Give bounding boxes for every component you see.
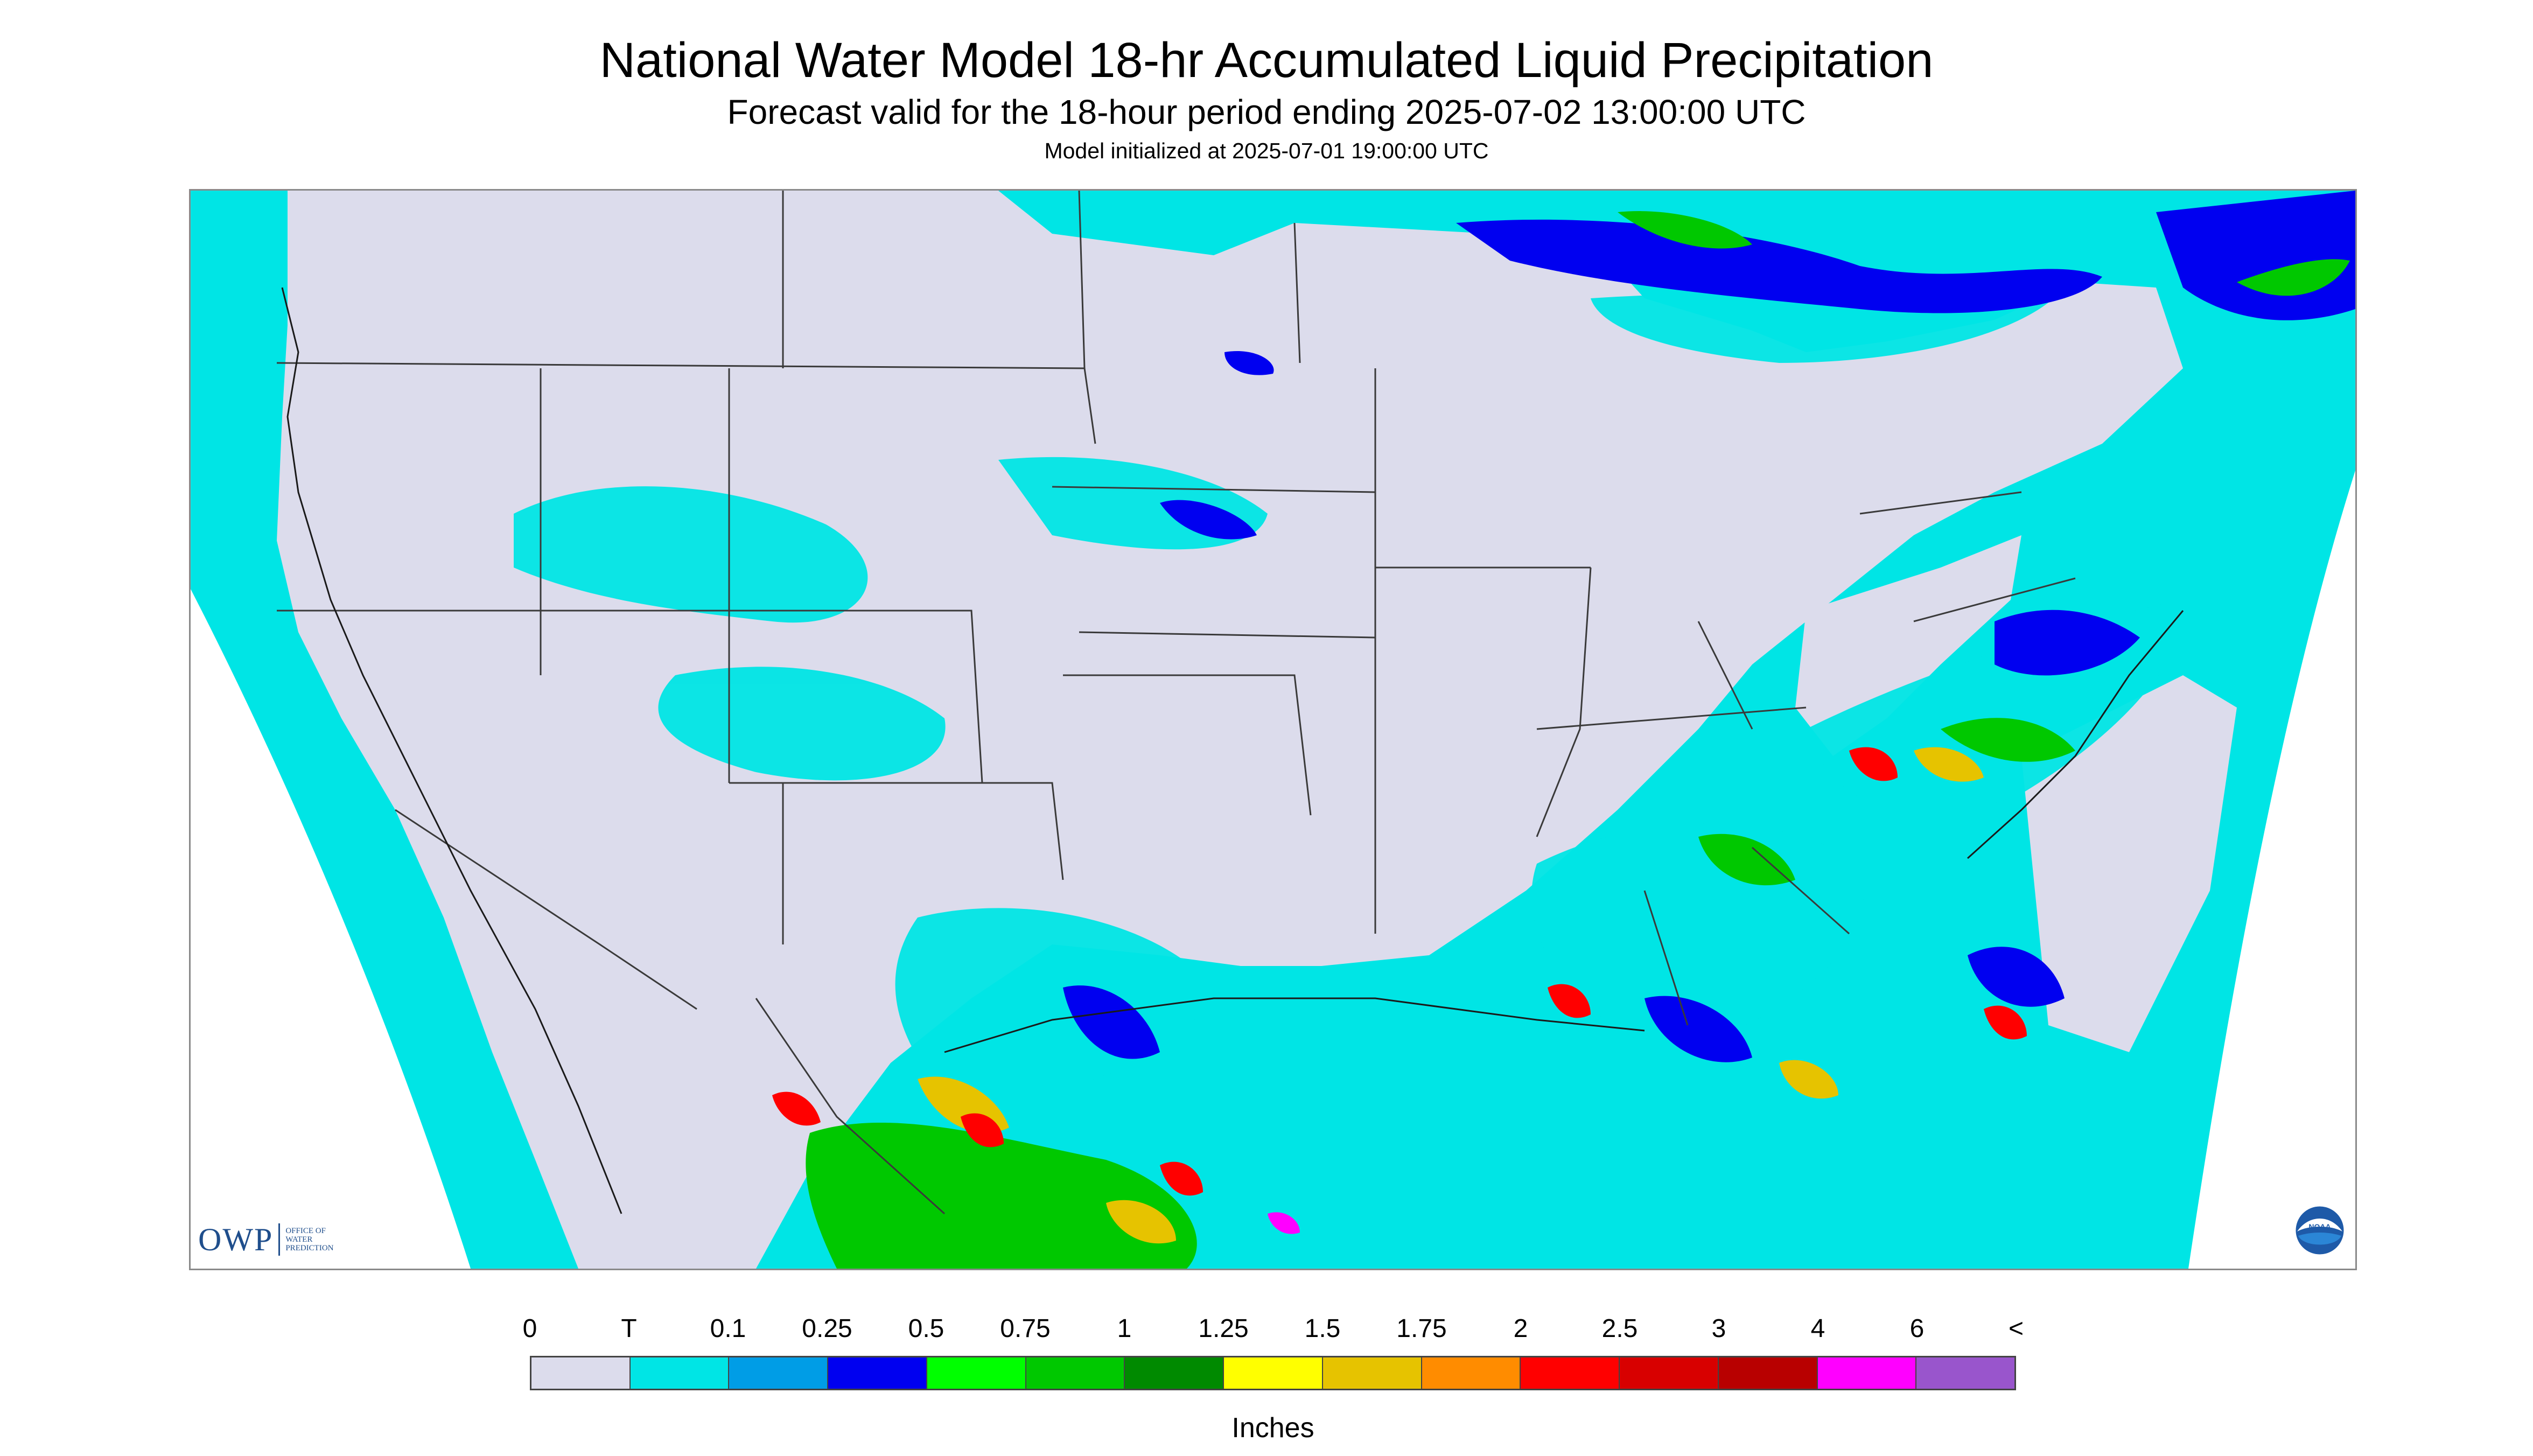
legend-swatch	[1817, 1357, 1917, 1389]
legend-swatch	[531, 1357, 631, 1389]
legend-swatch	[1125, 1357, 1224, 1389]
map-subtitle: Forecast valid for the 18-hour period en…	[727, 93, 1806, 131]
legend-swatch	[1422, 1357, 1521, 1389]
legend-tick-label: 3	[1711, 1314, 1726, 1343]
legend-tick-label: 1.75	[1396, 1314, 1447, 1343]
legend-color-bar	[530, 1356, 2016, 1390]
extreme-precip-magenta	[1268, 1212, 1300, 1234]
owp-logo-tagline: OFFICE OF WATER PREDICTION	[285, 1227, 334, 1252]
legend-swatch	[828, 1357, 927, 1389]
legend-tick-label: 1	[1117, 1314, 1132, 1343]
precipitation-legend: 0 T 0.1 0.25 0.5 0.75 1 1.25 1.5 1.75 2 2.5 3 4 6 < Inc…	[523, 1314, 2024, 1448]
legend-tick-label: 2	[1513, 1314, 1528, 1343]
legend-tick-label: 0.5	[908, 1314, 944, 1343]
legend-tick-label: T	[621, 1314, 637, 1343]
model-initialized-line: Model initialized at 2025-07-01 19:00:00…	[1044, 138, 1489, 163]
zero-precip-land	[277, 191, 2237, 1269]
legend-tick-label: 0.1	[710, 1314, 746, 1343]
noaa-seal-text: NOAA	[2308, 1222, 2331, 1231]
boundary-lines	[276, 191, 2076, 1215]
legend-tick-label: 4	[1810, 1314, 1825, 1343]
legend-swatch	[927, 1357, 1026, 1389]
legend-tick-label: 2.5	[1601, 1314, 1638, 1343]
owp-logo: OWP OFFICE OF WATER PREDICTION	[198, 1223, 366, 1256]
legend-tick-label: 0	[522, 1314, 537, 1343]
legend-swatch	[1323, 1357, 1422, 1389]
legend-swatch	[1026, 1357, 1125, 1389]
legend-tick-label: 6	[1909, 1314, 1925, 1343]
precipitation-map	[191, 191, 2355, 1269]
extreme-precip-red	[772, 747, 2027, 1196]
map-title: National Water Model 18-hr Accumulated L…	[599, 33, 1934, 88]
legend-swatch	[1718, 1357, 1818, 1389]
legend-swatch	[1224, 1357, 1323, 1389]
map-panel	[189, 189, 2357, 1270]
legend-tick-label: 0.25	[802, 1314, 852, 1343]
noaa-seal-icon: NOAA	[2294, 1205, 2346, 1256]
heavy-precip-green	[806, 211, 2350, 1269]
coastline	[281, 287, 2184, 1214]
owp-logo-letters: OWP	[198, 1223, 281, 1256]
legend-swatch	[1916, 1357, 2015, 1389]
legend-swatch	[1620, 1357, 1719, 1389]
legend-tick-label: <	[2008, 1314, 2024, 1343]
legend-tick-label: 0.75	[1000, 1314, 1051, 1343]
legend-swatch	[630, 1357, 730, 1389]
legend-units-label: Inches	[1231, 1412, 1314, 1444]
legend-tick-labels: 0 T 0.1 0.25 0.5 0.75 1 1.25 1.5 1.75 2 2.5 3 4 6 <	[523, 1314, 2024, 1346]
legend-swatch	[1521, 1357, 1620, 1389]
legend-swatch	[729, 1357, 829, 1389]
legend-tick-label: 1.25	[1198, 1314, 1249, 1343]
legend-tick-label: 1.5	[1304, 1314, 1341, 1343]
